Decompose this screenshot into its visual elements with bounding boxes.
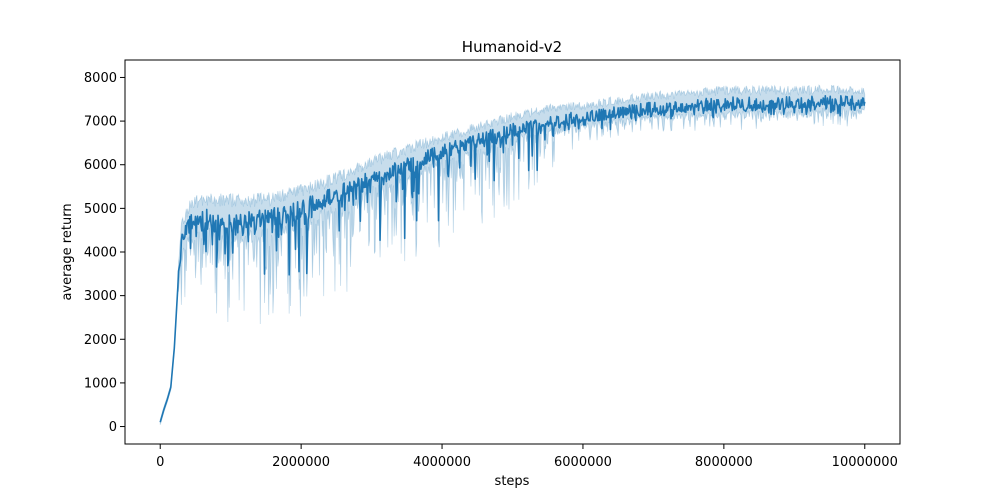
x-tick-label: 6000000: [554, 455, 612, 470]
y-tick-label: 2000: [84, 333, 117, 348]
x-tick-label: 2000000: [272, 455, 330, 470]
y-tick-label: 7000: [84, 115, 117, 130]
y-tick-label: 4000: [84, 246, 117, 261]
x-tick-label: 0: [156, 455, 164, 470]
y-axis: 0 1000 2000 3000 4000 5000 6000 7000 8000: [84, 71, 125, 435]
y-tick-label: 0: [109, 420, 117, 435]
y-tick-label: 5000: [84, 202, 117, 217]
series-line: [159, 94, 866, 423]
plot-area: [159, 84, 866, 425]
y-tick-label: 1000: [84, 376, 117, 391]
x-tick-label: 10000000: [832, 455, 898, 470]
x-tick-label: 4000000: [413, 455, 471, 470]
y-tick-label: 3000: [84, 289, 117, 304]
y-tick-label: 6000: [84, 158, 117, 173]
x-tick-label: 8000000: [695, 455, 753, 470]
y-tick-label: 8000: [84, 71, 117, 86]
x-axis: 0 2000000 4000000 6000000 8000000 10000000: [156, 444, 898, 470]
x-axis-label: steps: [495, 474, 530, 489]
y-axis-label: average return: [60, 203, 75, 300]
chart-title: Humanoid-v2: [462, 38, 562, 56]
confidence-band: [159, 84, 866, 425]
